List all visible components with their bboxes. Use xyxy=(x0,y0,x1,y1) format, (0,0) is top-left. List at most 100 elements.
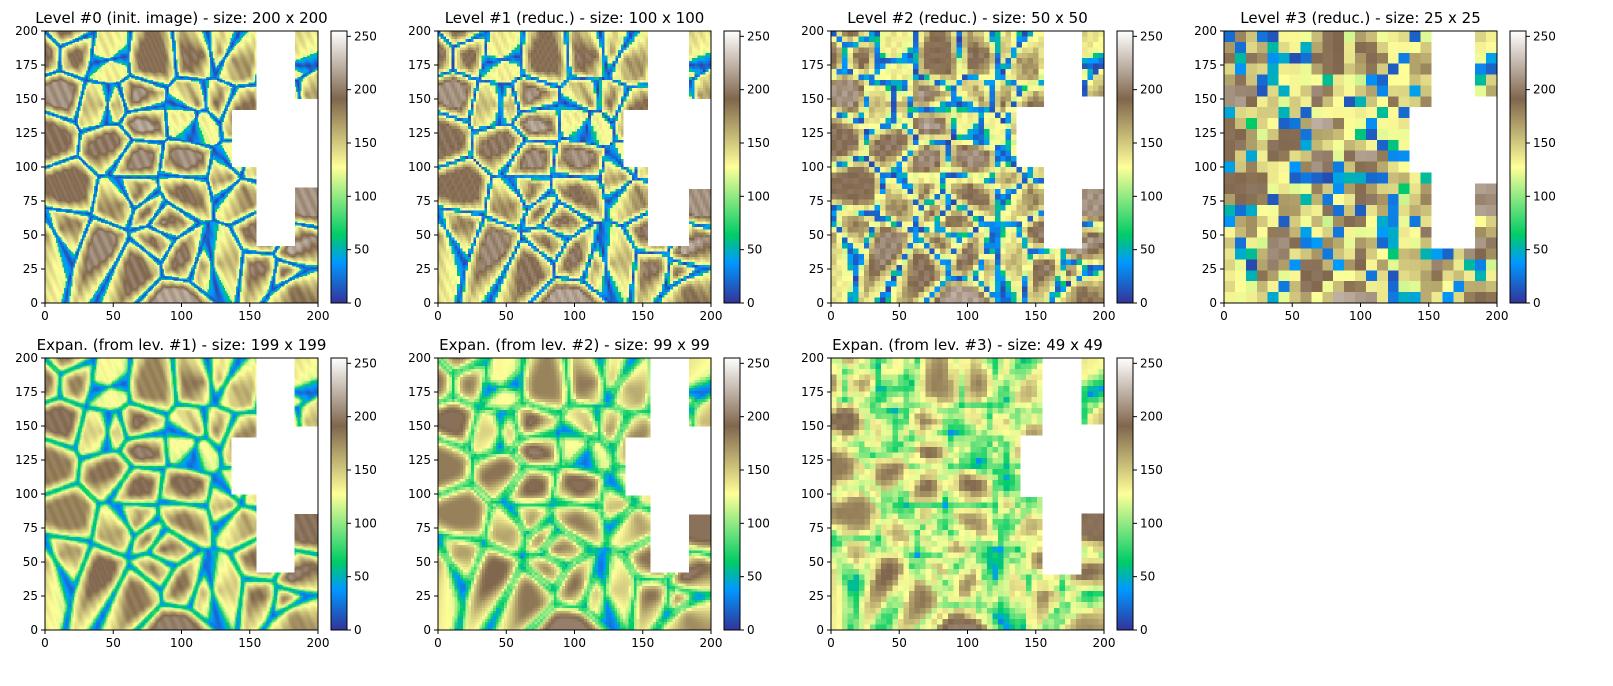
y-tick-label: 50 xyxy=(809,228,824,242)
y-tick-label: 50 xyxy=(1202,228,1217,242)
y-tick-label: 100 xyxy=(15,487,38,501)
y-tick-label: 50 xyxy=(23,228,38,242)
x-tick-label: 0 xyxy=(41,309,49,323)
colorbar-tick-label: 100 xyxy=(747,516,770,530)
colorbar-tick-label: 200 xyxy=(1140,83,1163,97)
heatmap-image xyxy=(45,31,318,303)
y-tick-label: 175 xyxy=(408,58,431,72)
colorbar-tick-label: 150 xyxy=(354,136,377,150)
y-tick-label: 125 xyxy=(15,126,38,140)
x-tick-label: 200 xyxy=(307,636,330,650)
y-tick-label: 125 xyxy=(15,453,38,467)
y-tick-label: 25 xyxy=(416,262,431,276)
panel-3: Level #3 (reduc.) - size: 25 x 25 0 50 100 1… xyxy=(1194,9,1556,323)
x-tick-label: 200 xyxy=(700,636,723,650)
x-tick-label: 0 xyxy=(434,309,442,323)
y-tick-label: 100 xyxy=(15,160,38,174)
colorbar-tick-label: 150 xyxy=(747,136,770,150)
panel-5: Expan. (from lev. #2) - size: 99 x 99 0 50… xyxy=(408,336,770,650)
y-tick-label: 175 xyxy=(408,385,431,399)
colorbar-tick-label: 200 xyxy=(354,410,377,424)
x-tick-label: 150 xyxy=(631,309,654,323)
colorbar-tick-label: 200 xyxy=(1140,410,1163,424)
heatmap-image xyxy=(831,31,1104,303)
colorbar-tick-label: 0 xyxy=(747,296,755,310)
y-tick-label: 125 xyxy=(1194,126,1217,140)
y-tick-label: 0 xyxy=(30,296,38,310)
colorbar xyxy=(330,357,348,631)
colorbar-tick-label: 150 xyxy=(354,463,377,477)
colorbar-tick-label: 200 xyxy=(747,410,770,424)
y-tick-label: 0 xyxy=(1209,296,1217,310)
x-tick-label: 50 xyxy=(1285,309,1300,323)
y-tick-label: 75 xyxy=(809,194,824,208)
colorbar-tick-label: 250 xyxy=(1533,29,1556,43)
x-tick-label: 100 xyxy=(170,636,193,650)
y-tick-label: 150 xyxy=(1194,92,1217,106)
y-tick-label: 0 xyxy=(30,623,38,637)
x-tick-label: 150 xyxy=(631,636,654,650)
x-tick-label: 100 xyxy=(563,636,586,650)
y-tick-label: 200 xyxy=(801,351,824,365)
y-tick-label: 0 xyxy=(816,623,824,637)
panel-4: Expan. (from lev. #1) - size: 199 x 199 0… xyxy=(15,336,377,650)
y-tick-label: 200 xyxy=(15,24,38,38)
colorbar xyxy=(1116,30,1134,304)
x-tick-label: 150 xyxy=(238,636,261,650)
x-tick-label: 100 xyxy=(956,309,979,323)
colorbar-tick-label: 100 xyxy=(1140,189,1163,203)
x-tick-label: 100 xyxy=(1349,309,1372,323)
colorbar-tick-label: 100 xyxy=(747,189,770,203)
y-tick-label: 0 xyxy=(423,623,431,637)
colorbar-tick-label: 50 xyxy=(747,243,762,257)
y-tick-label: 150 xyxy=(801,419,824,433)
x-tick-label: 0 xyxy=(1220,309,1228,323)
y-tick-label: 125 xyxy=(801,453,824,467)
colorbar-tick-label: 0 xyxy=(1140,296,1148,310)
heatmap-image xyxy=(438,358,711,630)
colorbar-tick-label: 50 xyxy=(1140,243,1155,257)
x-tick-label: 150 xyxy=(1417,309,1440,323)
colorbar-tick-label: 0 xyxy=(1140,623,1148,637)
y-tick-label: 75 xyxy=(23,521,38,535)
colorbar-tick-label: 0 xyxy=(1533,296,1541,310)
x-tick-label: 100 xyxy=(170,309,193,323)
x-tick-label: 0 xyxy=(827,309,835,323)
panels: Level #0 (init. image) - size: 200 x 200… xyxy=(15,9,1556,650)
panel-title: Expan. (from lev. #1) - size: 199 x 199 xyxy=(37,336,327,354)
y-tick-label: 200 xyxy=(408,351,431,365)
y-tick-label: 100 xyxy=(801,160,824,174)
x-tick-label: 200 xyxy=(1486,309,1509,323)
y-tick-label: 75 xyxy=(1202,194,1217,208)
colorbar-tick-label: 0 xyxy=(354,623,362,637)
y-tick-label: 175 xyxy=(15,385,38,399)
heatmap-image xyxy=(831,358,1104,630)
y-tick-label: 175 xyxy=(801,58,824,72)
panel-title: Level #0 (init. image) - size: 200 x 200 xyxy=(35,9,327,27)
colorbar-tick-label: 100 xyxy=(354,189,377,203)
colorbar-tick-label: 150 xyxy=(1140,136,1163,150)
y-tick-label: 100 xyxy=(408,160,431,174)
colorbar-tick-label: 50 xyxy=(1533,243,1548,257)
y-tick-label: 200 xyxy=(15,351,38,365)
x-tick-label: 50 xyxy=(106,309,121,323)
x-tick-label: 0 xyxy=(827,636,835,650)
x-tick-label: 150 xyxy=(238,309,261,323)
colorbar-tick-label: 250 xyxy=(1140,29,1163,43)
y-tick-label: 25 xyxy=(809,262,824,276)
y-tick-label: 0 xyxy=(423,296,431,310)
colorbar-tick-label: 150 xyxy=(1533,136,1556,150)
y-tick-label: 125 xyxy=(801,126,824,140)
colorbar-tick-label: 100 xyxy=(354,516,377,530)
x-tick-label: 200 xyxy=(700,309,723,323)
y-tick-label: 125 xyxy=(408,126,431,140)
colorbar xyxy=(723,30,741,304)
x-tick-label: 150 xyxy=(1024,636,1047,650)
x-tick-label: 200 xyxy=(1093,636,1116,650)
colorbar-tick-label: 100 xyxy=(1140,516,1163,530)
panel-0: Level #0 (init. image) - size: 200 x 200… xyxy=(15,9,377,323)
x-tick-label: 100 xyxy=(563,309,586,323)
x-tick-label: 50 xyxy=(892,636,907,650)
